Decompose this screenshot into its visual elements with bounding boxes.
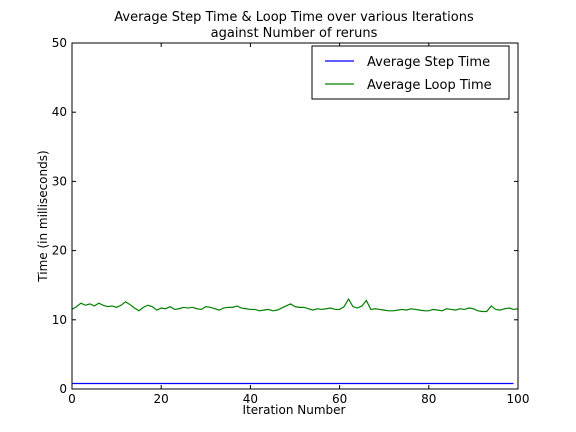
legend: Average Step Time Average Loop Time [311,45,510,100]
y-axis-label: Time (in milliseconds) [36,150,50,282]
x-tick-label: 0 [68,392,76,406]
chart-title-line-1: Average Step Time & Loop Time over vario… [114,10,474,25]
legend-box [311,45,510,100]
legend-label-step-time: Average Step Time [367,55,490,70]
chart-title-line-2: against Number of reruns [211,26,378,41]
series-line-1 [71,297,519,313]
x-tick-label: 60 [332,392,347,406]
y-tick-label: 0 [59,382,67,396]
y-tick-label: 50 [52,36,67,50]
y-tick-label: 20 [52,244,67,258]
y-tick-label: 40 [52,105,67,119]
x-tick-label: 100 [507,392,530,406]
x-axis-label: Iteration Number [243,403,346,417]
axes-frame [71,42,519,390]
legend-label-loop-time: Average Loop Time [367,78,492,93]
y-tick-label: 30 [52,174,67,188]
x-tick-label: 20 [154,392,169,406]
x-tick-label: 40 [243,392,258,406]
plot-area [71,297,519,385]
x-tick-label: 80 [421,392,436,406]
y-tick-label: 10 [52,313,67,327]
axis-ticks: 0 20 40 60 80 100 0 10 20 30 40 50 [52,36,530,406]
